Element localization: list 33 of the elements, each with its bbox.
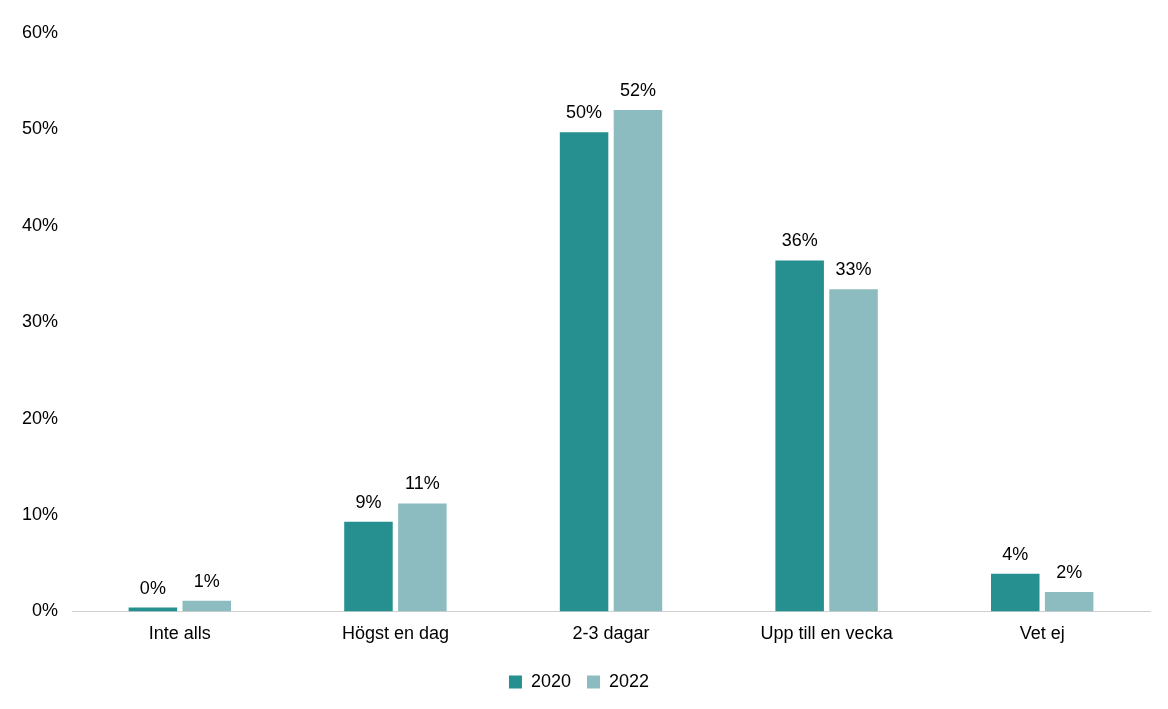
data-label: 1%	[193, 570, 220, 591]
legend-label: 2022	[609, 670, 650, 691]
x-tick-label: Inte alls	[148, 623, 211, 644]
data-label: 2%	[1056, 562, 1083, 583]
bar	[829, 289, 878, 612]
x-tick-label: Upp till en vecka	[760, 623, 894, 644]
x-tick-label: 2-3 dagar	[572, 623, 650, 644]
bar	[1044, 592, 1094, 612]
bar	[775, 260, 824, 612]
y-tick-label: 30%	[22, 311, 59, 332]
y-tick-label: 60%	[22, 21, 59, 42]
x-tick-label: Vet ej	[1019, 623, 1065, 644]
x-tick-label: Högst en dag	[341, 623, 449, 644]
data-label: 50%	[566, 102, 603, 123]
data-label: 9%	[355, 491, 382, 512]
data-label: 0%	[139, 577, 166, 598]
data-label: 33%	[835, 259, 872, 280]
data-label: 52%	[619, 79, 656, 100]
y-tick-label: 0%	[32, 600, 59, 621]
data-label: 11%	[405, 473, 440, 494]
bar	[182, 600, 232, 612]
y-tick-label: 10%	[22, 503, 59, 524]
bar	[398, 503, 447, 612]
data-label: 36%	[781, 230, 818, 251]
y-tick-label: 20%	[22, 407, 59, 428]
legend-label: 2020	[530, 670, 571, 691]
bar	[559, 132, 609, 612]
data-label: 4%	[1002, 543, 1029, 564]
y-tick-label: 50%	[22, 118, 59, 139]
bar	[991, 573, 1040, 612]
bar	[613, 109, 663, 612]
y-tick-label: 40%	[22, 214, 59, 235]
bar	[344, 521, 393, 612]
